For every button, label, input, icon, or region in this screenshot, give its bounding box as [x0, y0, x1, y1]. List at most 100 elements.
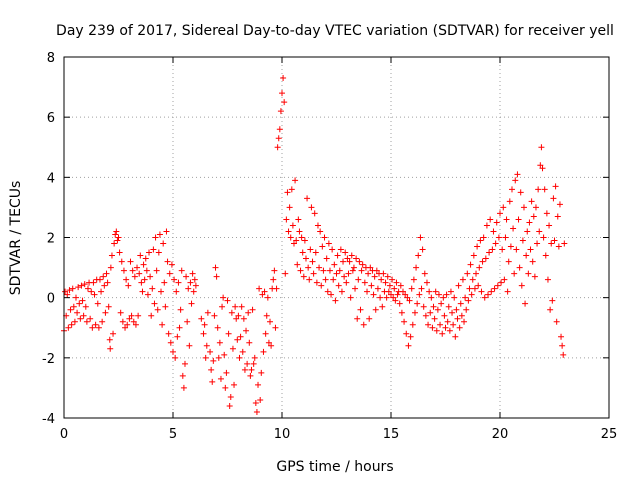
- data-point: [386, 282, 393, 289]
- data-point: [447, 288, 454, 295]
- data-point: [163, 228, 170, 235]
- data-point: [479, 258, 486, 265]
- data-point: [551, 237, 558, 244]
- data-point: [483, 222, 490, 229]
- data-point: [252, 399, 259, 406]
- data-point: [345, 270, 352, 277]
- data-point: [519, 237, 526, 244]
- data-point: [409, 321, 416, 328]
- data-point: [186, 342, 193, 349]
- data-point: [547, 306, 554, 313]
- data-point: [487, 216, 494, 223]
- x-tick-label: 5: [169, 427, 177, 442]
- data-point: [277, 108, 284, 115]
- data-point: [253, 408, 260, 415]
- data-point: [288, 186, 295, 193]
- data-point: [152, 234, 159, 241]
- data-point: [276, 126, 283, 133]
- data-point: [481, 294, 488, 301]
- data-point: [151, 300, 158, 307]
- data-point: [220, 294, 227, 301]
- data-point: [527, 246, 534, 253]
- data-point: [516, 264, 523, 271]
- data-point: [65, 324, 72, 331]
- data-point: [285, 228, 292, 235]
- data-points: [61, 75, 568, 415]
- data-point: [352, 285, 359, 292]
- data-point: [549, 297, 556, 304]
- data-point: [435, 291, 442, 298]
- data-point: [92, 321, 99, 328]
- data-point: [437, 321, 444, 328]
- data-point: [346, 258, 353, 265]
- data-point: [485, 291, 492, 298]
- data-point: [349, 267, 356, 274]
- data-point: [461, 318, 468, 325]
- data-point: [72, 294, 79, 301]
- data-point: [391, 285, 398, 292]
- data-point: [207, 348, 214, 355]
- data-point: [495, 234, 502, 241]
- data-point: [296, 228, 303, 235]
- data-point: [451, 294, 458, 301]
- data-point: [426, 288, 433, 295]
- data-point: [154, 306, 161, 313]
- data-point: [279, 90, 285, 97]
- data-point: [455, 282, 462, 289]
- data-point: [290, 240, 297, 247]
- data-point: [172, 354, 179, 361]
- data-point: [96, 276, 103, 283]
- data-point: [139, 288, 146, 295]
- data-point: [335, 282, 342, 289]
- data-point: [355, 276, 362, 283]
- chart-title: Day 239 of 2017, Sidereal Day-to-day VTE…: [56, 23, 614, 39]
- data-point: [475, 282, 482, 289]
- data-point: [294, 261, 301, 268]
- data-point: [203, 342, 210, 349]
- y-tick-label: 2: [47, 232, 55, 247]
- data-point: [103, 270, 110, 277]
- data-point: [235, 312, 242, 319]
- data-point: [360, 321, 367, 328]
- data-point: [403, 330, 410, 337]
- data-point: [416, 291, 423, 298]
- data-point: [534, 240, 541, 247]
- y-tick-label: -4: [42, 412, 55, 427]
- data-point: [373, 267, 380, 274]
- data-point: [338, 288, 345, 295]
- data-point: [357, 306, 364, 313]
- data-point: [473, 270, 480, 277]
- data-point: [326, 267, 333, 274]
- data-point: [281, 99, 288, 106]
- data-point: [125, 282, 132, 289]
- data-point: [392, 297, 399, 304]
- data-point: [161, 279, 168, 286]
- data-point: [300, 273, 307, 280]
- data-point: [185, 285, 192, 292]
- data-point: [98, 288, 105, 295]
- data-point: [126, 315, 133, 322]
- data-point: [132, 321, 139, 328]
- data-point: [165, 330, 172, 337]
- data-point: [304, 195, 311, 202]
- data-point: [528, 198, 535, 205]
- data-point: [67, 306, 74, 313]
- data-point: [316, 264, 323, 271]
- data-point: [111, 240, 118, 247]
- data-point: [108, 252, 115, 259]
- data-point: [244, 360, 251, 367]
- data-point: [537, 162, 544, 169]
- data-point: [405, 342, 412, 349]
- data-point: [263, 312, 270, 319]
- data-point: [107, 345, 114, 352]
- data-point: [530, 213, 537, 220]
- data-point: [476, 264, 483, 271]
- data-point: [431, 315, 438, 322]
- axis-ticks: 0 5 10 15 20 25 -4 -2 0 2 4 6 8: [42, 51, 617, 442]
- data-point: [420, 303, 427, 310]
- data-point: [478, 288, 485, 295]
- data-point: [231, 381, 238, 388]
- data-point: [415, 252, 422, 259]
- data-point: [209, 378, 216, 385]
- data-point: [99, 318, 106, 325]
